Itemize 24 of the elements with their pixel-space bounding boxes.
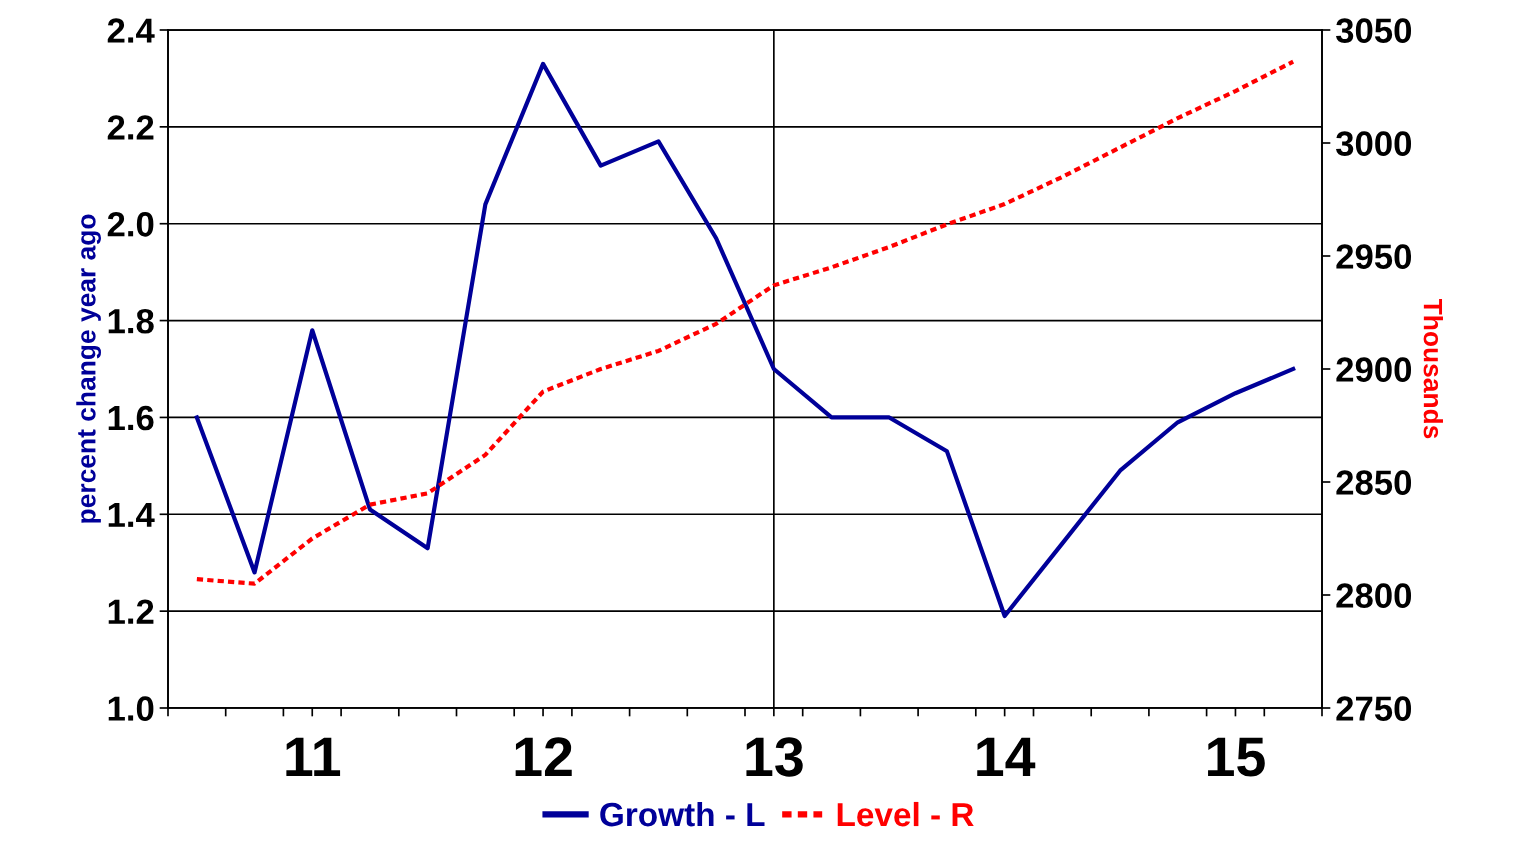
y-axis-title: percent change year ago xyxy=(76,214,101,523)
legend-label: Growth - L xyxy=(600,801,765,827)
x-tick-label: 12 xyxy=(515,737,572,777)
y2-tick-label: 3050 xyxy=(1335,18,1412,43)
x-tick-label: 13 xyxy=(746,737,803,777)
y2-tick-label: 2900 xyxy=(1336,357,1412,382)
y2-tick-label: 3000 xyxy=(1335,131,1412,156)
x-tick-label: 11 xyxy=(286,737,341,777)
y-tick-label: 1.2 xyxy=(108,599,154,624)
y-tick-label: 2.0 xyxy=(107,212,154,237)
y-tick-label: 1.0 xyxy=(108,696,154,721)
y-tick-label: 2.2 xyxy=(107,115,154,140)
y2-axis-title: Thousands xyxy=(1423,298,1443,439)
y-tick-label: 1.8 xyxy=(108,308,154,334)
y-tick-label: 1.4 xyxy=(108,502,155,527)
y2-tick-label: 2950 xyxy=(1336,244,1412,269)
y2-tick-label: 2850 xyxy=(1336,470,1412,495)
legend-label: Level - R xyxy=(837,801,974,827)
y-tick-label: 2.4 xyxy=(107,18,155,43)
y-tick-label: 1.6 xyxy=(108,405,154,431)
y2-tick-label: 2750 xyxy=(1336,696,1412,721)
x-tick-label: 15 xyxy=(1208,737,1265,777)
x-tick-label: 14 xyxy=(977,737,1036,777)
y2-tick-label: 2800 xyxy=(1336,583,1412,608)
